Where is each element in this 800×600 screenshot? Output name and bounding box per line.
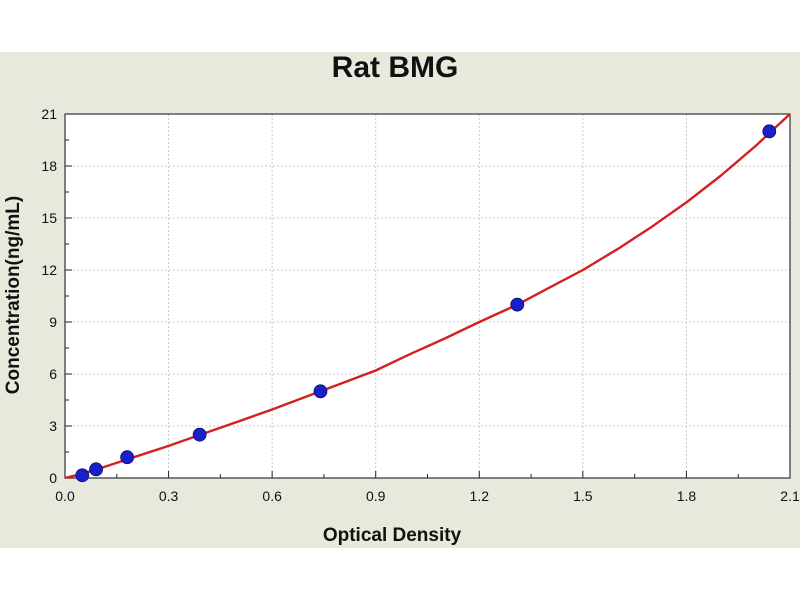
gridlines [65,114,790,478]
y-tick-label: 9 [49,314,57,330]
y-tick-label: 0 [49,470,57,486]
data-point [89,462,103,477]
x-tick-label: 0.3 [159,488,179,504]
x-tick-label: 0.9 [366,488,386,504]
x-tick-label: 1.8 [677,488,697,504]
data-point [510,297,525,312]
y-tick-label: 6 [49,366,57,382]
fit-curve-layer [64,113,791,480]
data-point [75,468,90,483]
y-tick-label: 12 [41,262,57,278]
plot-frame [64,113,791,479]
data-point [762,124,777,139]
chart-title: Rat BMG [332,51,459,84]
data-point [192,427,207,442]
y-tick-label: 21 [41,106,57,122]
y-tick-label: 15 [41,210,57,226]
x-tick-label: 1.2 [470,488,490,504]
tick-labels: 0.0 0.3 0.6 0.9 1.2 1.5 1.8 2.1 0 3 6 9 12 15 18 21 [41,106,800,504]
x-tick-label: 0.6 [262,488,282,504]
y-tick-label: 18 [41,158,57,174]
data-points [75,124,777,483]
y-axis-label: Concentration(ng/mL) [3,196,24,394]
x-tick-label: 0.0 [55,488,75,504]
plot-area [65,114,790,478]
y-tick-label: 3 [49,418,57,434]
x-tick-label: 1.5 [573,488,593,504]
x-tick-label: 2.1 [780,488,800,504]
x-axis-label: Optical Density [323,525,462,546]
data-point [120,450,135,465]
data-point [313,384,328,399]
fit-curve-line [64,113,791,480]
